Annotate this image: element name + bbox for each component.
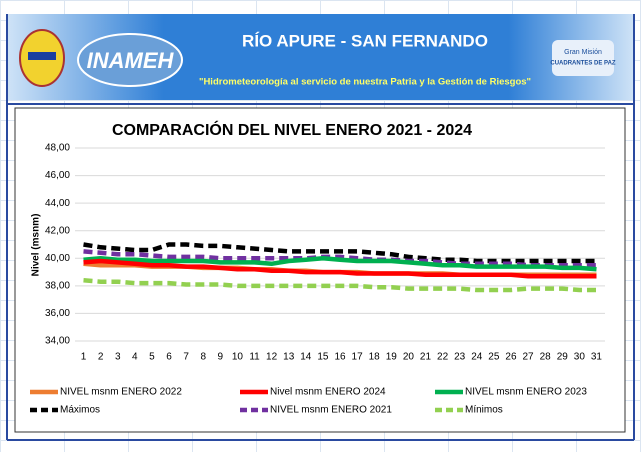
chart-title: COMPARACIÓN DEL NIVEL ENERO 2021 - 2024 xyxy=(112,120,472,139)
x-tick-label: 8 xyxy=(200,352,206,363)
y-tick-label: 38,00 xyxy=(45,280,70,291)
legend-label: Nivel msnm ENERO 2024 xyxy=(270,387,386,398)
x-tick-label: 2 xyxy=(98,352,104,363)
x-tick-label: 31 xyxy=(591,352,603,363)
banner-subtitle: "Hidrometeorología al servicio de nuestr… xyxy=(199,77,531,88)
x-tick-label: 11 xyxy=(249,352,260,363)
x-tick-label: 18 xyxy=(369,352,381,363)
x-tick-label: 12 xyxy=(266,352,278,363)
legend-label: NIVEL msnm ENERO 2022 xyxy=(60,387,182,398)
x-tick-label: 21 xyxy=(420,352,432,363)
x-tick-label: 9 xyxy=(218,352,224,363)
series-line xyxy=(83,278,597,293)
flag-band xyxy=(28,52,56,60)
y-tick-label: 42,00 xyxy=(45,225,70,236)
x-tick-label: 28 xyxy=(540,352,552,363)
x-tick-label: 30 xyxy=(574,352,586,363)
series-line xyxy=(83,249,597,268)
y-axis-label: Nivel (msnm) xyxy=(31,214,42,277)
y-tick-label: 44,00 xyxy=(45,198,70,209)
x-tick-label: 5 xyxy=(149,352,155,363)
x-tick-label: 17 xyxy=(352,352,364,363)
inameh-logo xyxy=(77,33,183,87)
right-logo xyxy=(552,40,614,76)
x-tick-label: 27 xyxy=(523,352,535,363)
legend-label: Máximos xyxy=(60,405,100,416)
legend-label: NIVEL msnm ENERO 2023 xyxy=(465,387,587,398)
banner-title: RÍO APURE - SAN FERNANDO xyxy=(242,31,488,50)
x-tick-label: 16 xyxy=(334,352,346,363)
x-tick-label: 22 xyxy=(437,352,449,363)
logo-text: INAMEH xyxy=(87,48,175,73)
series-line xyxy=(83,256,597,272)
x-tick-label: 15 xyxy=(317,352,329,363)
x-tick-label: 10 xyxy=(232,352,244,363)
series-line xyxy=(83,258,597,279)
x-tick-label: 23 xyxy=(454,352,466,363)
y-tick-label: 40,00 xyxy=(45,253,70,264)
right-logo-top: Gran Misión xyxy=(564,49,602,56)
y-tick-label: 34,00 xyxy=(45,336,70,347)
x-tick-label: 20 xyxy=(403,352,415,363)
x-tick-label: 13 xyxy=(283,352,295,363)
x-tick-label: 29 xyxy=(557,352,569,363)
series-line xyxy=(83,242,597,264)
x-tick-label: 4 xyxy=(132,352,138,363)
y-tick-label: 46,00 xyxy=(45,170,70,181)
x-tick-label: 26 xyxy=(505,352,517,363)
y-tick-label: 36,00 xyxy=(45,308,70,319)
y-tick-label: 48,00 xyxy=(45,143,70,154)
x-tick-label: 1 xyxy=(81,352,87,363)
x-tick-label: 3 xyxy=(115,352,121,363)
x-tick-label: 14 xyxy=(300,352,312,363)
x-tick-label: 7 xyxy=(183,352,189,363)
legend-label: NIVEL msnm ENERO 2021 xyxy=(270,405,392,416)
legend-label: Mínimos xyxy=(465,405,503,416)
x-tick-label: 6 xyxy=(166,352,172,363)
right-logo-bottom: CUADRANTES DE PAZ xyxy=(550,61,616,67)
x-tick-label: 25 xyxy=(488,352,500,363)
x-tick-label: 24 xyxy=(471,352,483,363)
x-tick-label: 19 xyxy=(386,352,398,363)
